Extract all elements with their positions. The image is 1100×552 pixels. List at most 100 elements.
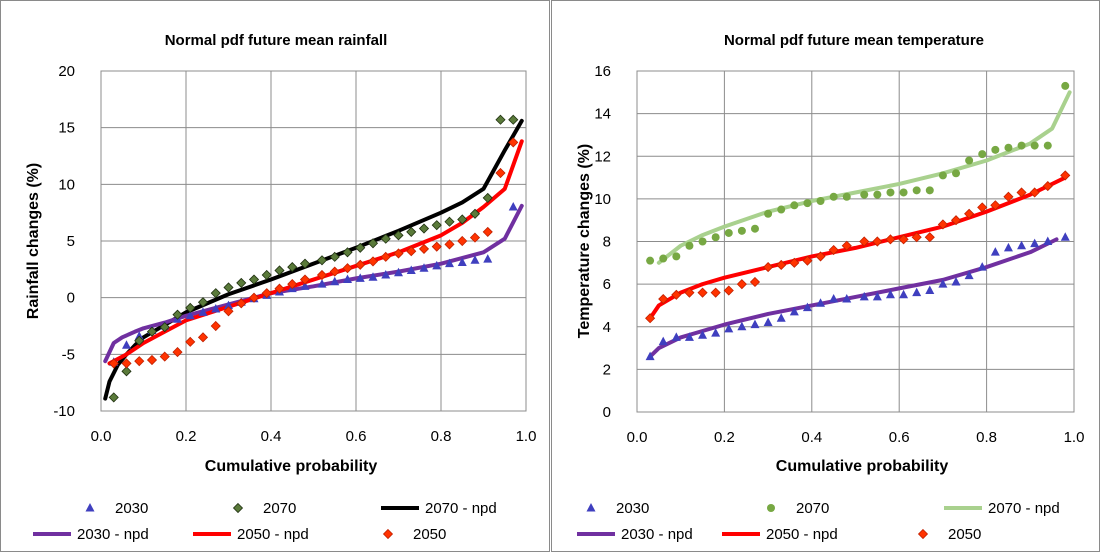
data-point [287, 262, 298, 273]
data-point [937, 219, 948, 230]
plot-area [636, 70, 1075, 413]
data-point [1060, 232, 1070, 241]
data-point [287, 279, 298, 290]
data-point [1017, 240, 1027, 250]
legend-label: 2030 [616, 500, 649, 517]
data-point [508, 137, 519, 148]
data-point [873, 190, 882, 199]
data-point [146, 354, 158, 366]
legend-label: 2030 [115, 500, 148, 517]
data-point [457, 235, 468, 247]
data-point [300, 281, 310, 290]
data-point [724, 323, 734, 333]
data-point [1016, 187, 1027, 198]
legend: 2030 2070 2070 - npd 2030 - npd 2050 - npd 20… [33, 500, 497, 543]
data-point [698, 237, 707, 246]
legend-swatch-marker [586, 503, 596, 512]
data-point [925, 285, 935, 295]
data-point [134, 331, 144, 340]
data-point [1004, 143, 1013, 152]
data-point [1003, 242, 1013, 252]
data-point [776, 313, 786, 322]
data-point [816, 298, 826, 307]
y-tick-label: 16 [594, 63, 611, 80]
data-point [1043, 141, 1052, 150]
y-tick-label: 5 [67, 233, 75, 250]
y-tick-label: 10 [58, 176, 75, 193]
data-point [380, 233, 391, 244]
data-point [393, 248, 404, 259]
data-point [1030, 141, 1039, 150]
legend-label: 2030 - npd [77, 526, 149, 543]
data-point [418, 243, 430, 254]
data-point [457, 214, 468, 225]
series [103, 114, 524, 403]
x-axis-title: Cumulative probability [205, 458, 378, 475]
data-point [469, 208, 481, 219]
data-point [737, 321, 747, 331]
y-tick-label: 10 [594, 191, 611, 208]
chart-title: Normal pdf future mean temperature [724, 32, 984, 49]
data-point [299, 274, 311, 285]
series-line-2050-npd [107, 139, 524, 366]
data-point [469, 232, 481, 243]
legend-item: 2070 - npd [944, 500, 1060, 517]
data-point [444, 216, 455, 227]
tick-labels: 0.0 0.2 0.4 0.6 0.8 1.0 0 2 4 6 8 10 12 14 16 [594, 63, 1084, 446]
data-point [710, 287, 721, 298]
data-point [898, 234, 909, 245]
data-point [121, 358, 132, 369]
data-point [185, 336, 196, 347]
data-point [108, 392, 119, 403]
data-point [1017, 141, 1026, 150]
data-point [659, 254, 668, 263]
data-point [224, 300, 233, 310]
data-point [419, 263, 429, 272]
data-point [859, 236, 870, 247]
data-point [964, 270, 974, 280]
data-point [329, 251, 340, 262]
series-points-2070 [646, 81, 1070, 265]
series-line-2030-npd [103, 203, 524, 364]
data-point [418, 223, 430, 234]
data-point [470, 255, 480, 264]
y-tick-label: -10 [53, 403, 75, 420]
y-axis-title: Temperature changes (%) [576, 144, 593, 338]
data-point [802, 302, 812, 312]
data-point [236, 277, 247, 288]
data-point [646, 256, 655, 265]
data-point [172, 309, 183, 320]
data-point [317, 279, 327, 288]
data-point [1029, 187, 1040, 198]
data-point [938, 171, 947, 180]
legend-label: 2070 - npd [425, 500, 497, 517]
y-tick-label: 8 [603, 234, 611, 251]
data-point [445, 258, 454, 268]
data-point [872, 236, 883, 247]
data-point [393, 230, 404, 241]
data-point [159, 322, 170, 333]
data-point [198, 307, 208, 316]
legend-item: 2030 - npd [33, 526, 149, 543]
data-point [859, 291, 869, 301]
data-point [737, 226, 746, 235]
legend-label: 2050 - npd [237, 526, 309, 543]
data-point [329, 266, 340, 277]
data-point [860, 190, 869, 199]
data-point [803, 199, 812, 208]
x-tick-label: 0.4 [261, 428, 282, 445]
x-tick-label: 0.8 [976, 429, 997, 446]
x-tick-label: 1.0 [1064, 429, 1085, 446]
legend-label: 2050 [413, 526, 446, 543]
y-tick-label: 15 [58, 120, 75, 137]
data-point [236, 298, 247, 309]
data-point [991, 145, 1000, 154]
rainfall-chart: Normal pdf future mean rainfall Cumulati… [25, 32, 536, 543]
y-tick-label: 20 [58, 63, 75, 80]
data-point [789, 257, 800, 268]
data-point [122, 340, 131, 349]
plot-area [100, 70, 527, 412]
data-point [274, 265, 285, 276]
series-line-2070-npd [656, 90, 1072, 265]
series [645, 81, 1072, 361]
